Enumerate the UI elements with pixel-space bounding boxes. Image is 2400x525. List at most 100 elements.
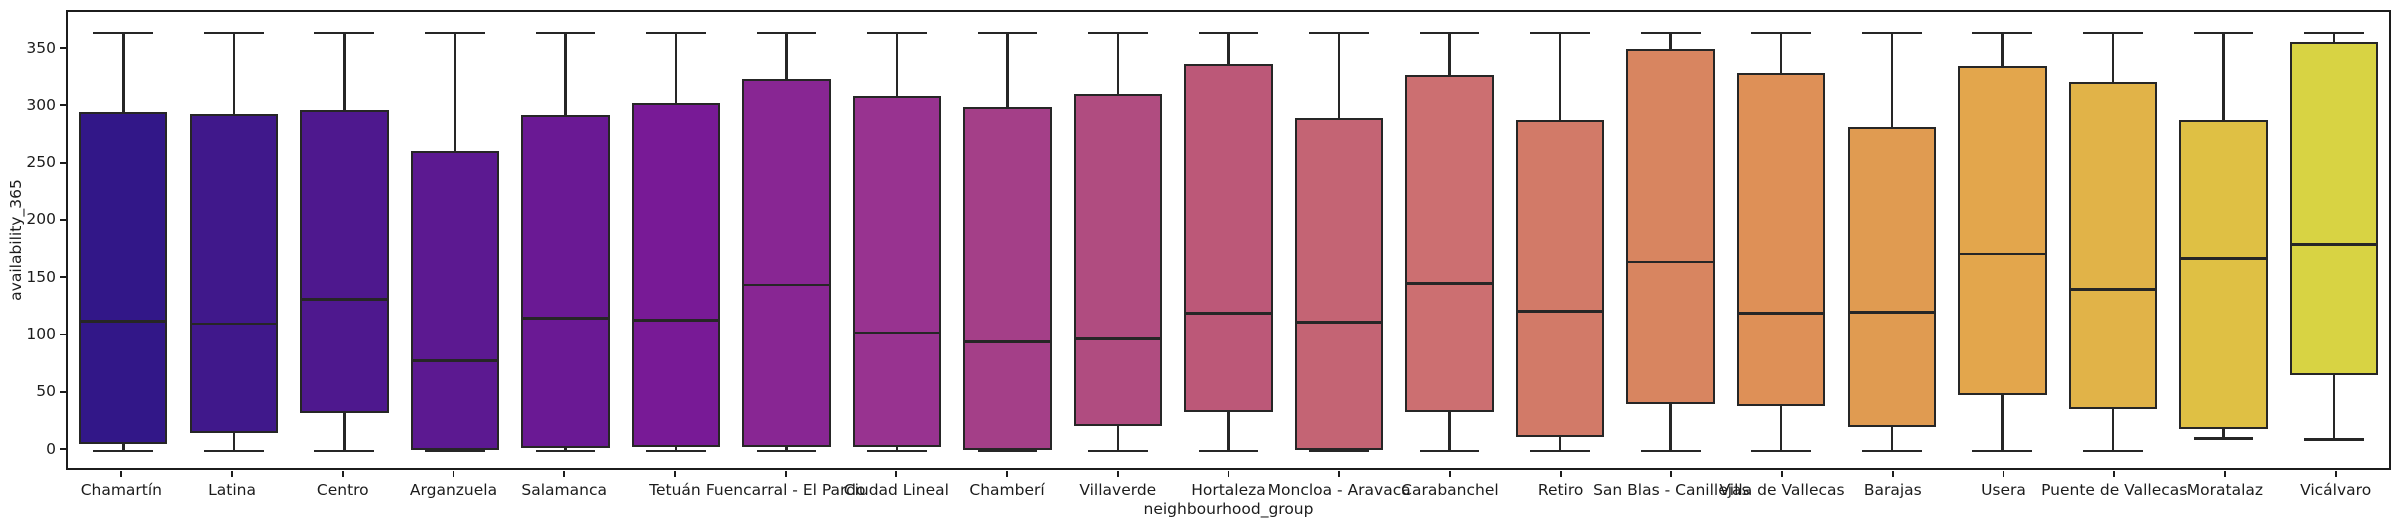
- y-tick-mark: [60, 276, 66, 279]
- x-tick-mark: [2002, 470, 2005, 477]
- box-group-Latina: [179, 12, 290, 468]
- x-tick-label: Salamanca: [521, 481, 607, 499]
- upper-whisker: [2001, 32, 2004, 67]
- upper-whisker: [1006, 32, 1009, 108]
- y-tick-label: 150: [26, 267, 56, 286]
- lower-whisker-cap: [867, 449, 927, 453]
- median-line: [852, 331, 942, 335]
- upper-whisker: [1669, 32, 1672, 49]
- x-tick-mark: [1338, 470, 1341, 477]
- box-group-Moncloa - Aravaca: [1284, 12, 1395, 468]
- lower-whisker-cap: [1198, 449, 1259, 453]
- x-tick-mark: [2113, 470, 2116, 477]
- box-group-Moratalaz: [2168, 12, 2279, 468]
- lower-whisker: [1116, 425, 1120, 452]
- box-group-Salamanca: [510, 12, 621, 468]
- lower-whisker: [1227, 412, 1230, 452]
- upper-whisker: [1227, 32, 1230, 64]
- upper-whisker-cap: [1861, 31, 1922, 35]
- iqr-box: [79, 111, 168, 445]
- lower-whisker: [1669, 404, 1672, 452]
- upper-whisker: [232, 32, 236, 115]
- box-group-Fuencarral - El Pardo: [731, 12, 842, 468]
- median-line: [2179, 257, 2268, 260]
- median-line: [631, 319, 721, 322]
- x-tick-mark: [1781, 470, 1783, 477]
- x-tick-label: Moncloa - Aravaca: [1267, 481, 1411, 499]
- iqr-box: [852, 95, 942, 447]
- box-group-Retiro: [1505, 12, 1616, 468]
- y-tick-label: 300: [26, 95, 56, 114]
- x-tick-mark: [120, 470, 123, 477]
- iqr-box: [631, 102, 721, 447]
- median-line: [300, 298, 389, 302]
- upper-whisker-cap: [1419, 31, 1480, 35]
- median-line: [1073, 337, 1163, 341]
- iqr-box: [1958, 66, 2047, 395]
- lower-whisker: [2111, 408, 2115, 452]
- lower-whisker-cap: [2304, 438, 2364, 441]
- iqr-box: [2179, 119, 2268, 430]
- box-group-Centro: [289, 12, 400, 468]
- lower-whisker: [343, 413, 346, 452]
- x-tick-label: Chamartín: [80, 481, 163, 499]
- upper-whisker: [895, 32, 899, 96]
- x-tick-label: San Blas - Canillejas: [1593, 481, 1750, 499]
- x-tick-mark: [1006, 470, 1008, 477]
- upper-whisker-cap: [2193, 31, 2254, 35]
- upper-whisker: [785, 32, 788, 79]
- y-tick-label: 200: [26, 210, 56, 229]
- x-tick-label: Carabanchel: [1401, 481, 1499, 499]
- x-tick-label: Chamberí: [969, 481, 1045, 499]
- median-line: [1405, 282, 1494, 286]
- upper-whisker-cap: [1309, 31, 1369, 35]
- upper-whisker: [2332, 32, 2336, 43]
- iqr-box: [410, 150, 500, 450]
- x-tick-mark: [673, 470, 676, 477]
- x-tick-label: Hortaleza: [1191, 481, 1266, 499]
- iqr-box: [1847, 126, 1936, 428]
- x-tick-mark: [452, 470, 455, 477]
- y-tick-mark: [60, 161, 66, 164]
- x-tick-label: Usera: [1981, 481, 2026, 499]
- box-group-San Blas - Canillejas: [1615, 12, 1726, 468]
- lower-whisker: [785, 446, 788, 452]
- lower-whisker: [2332, 375, 2336, 440]
- upper-whisker-cap: [756, 31, 817, 35]
- box-group-Ciudad Lineal: [842, 12, 953, 468]
- x-tick-mark: [341, 470, 344, 477]
- median-line: [2289, 243, 2379, 247]
- upper-whisker-cap: [1751, 31, 1812, 35]
- lower-whisker-cap: [756, 449, 817, 453]
- median-line: [1184, 312, 1273, 315]
- lower-whisker-cap: [1751, 449, 1812, 453]
- x-tick-label: Vicálvaro: [2300, 481, 2372, 499]
- x-tick-label: Arganzuela: [409, 481, 498, 499]
- iqr-box: [300, 109, 389, 414]
- y-tick-label: 250: [26, 153, 56, 172]
- x-tick-mark: [895, 470, 898, 477]
- median-line: [189, 322, 278, 326]
- box-group-Villaverde: [1063, 12, 1174, 468]
- lower-whisker: [674, 446, 678, 452]
- y-tick-mark: [60, 390, 66, 393]
- upper-whisker-cap: [1640, 31, 1701, 35]
- x-tick-label: Retiro: [1537, 481, 1584, 499]
- box-group-Usera: [1947, 12, 2058, 468]
- upper-whisker: [1448, 32, 1451, 76]
- x-tick-mark: [1891, 470, 1894, 477]
- x-tick-label: Barajas: [1863, 481, 1922, 499]
- lower-whisker-cap: [203, 449, 264, 453]
- plot-area: [66, 10, 2391, 470]
- lower-whisker-cap: [2193, 437, 2254, 440]
- median-line: [2068, 288, 2158, 291]
- upper-whisker-cap: [2304, 31, 2364, 35]
- upper-whisker: [674, 32, 678, 103]
- lower-whisker-cap: [2082, 449, 2143, 453]
- lower-whisker: [2222, 429, 2225, 439]
- lower-whisker-cap: [93, 449, 154, 453]
- x-tick-label: Centro: [316, 481, 369, 499]
- box-group-Carabanchel: [1394, 12, 1505, 468]
- x-tick-label: Moratalaz: [2186, 481, 2264, 499]
